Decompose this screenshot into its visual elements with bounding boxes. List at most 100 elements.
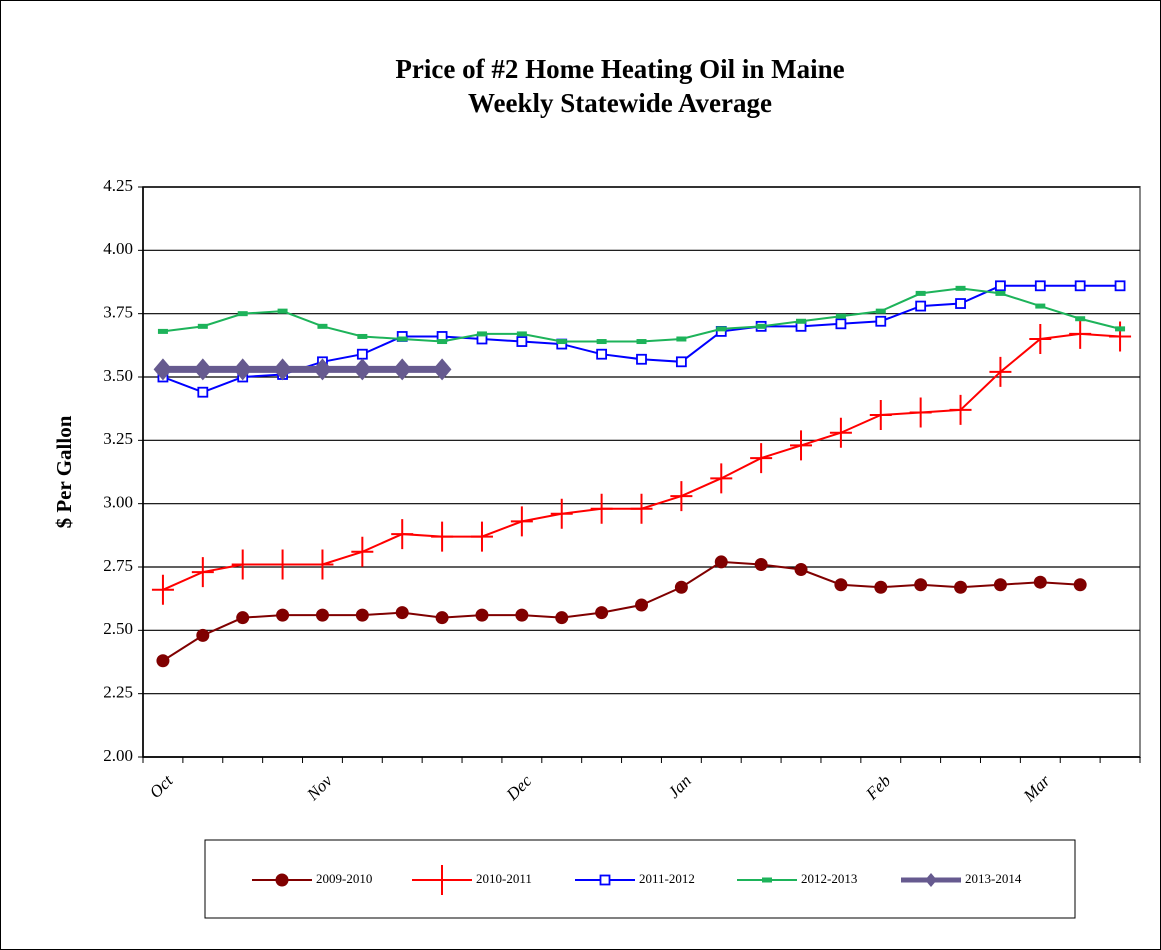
- marker: [875, 315, 887, 327]
- marker: [835, 318, 847, 330]
- marker: [995, 290, 1006, 296]
- marker: [710, 463, 733, 494]
- marker: [317, 323, 328, 329]
- marker: [955, 285, 966, 291]
- marker: [431, 865, 453, 895]
- marker: [756, 323, 767, 329]
- marker: [954, 580, 968, 594]
- marker: [754, 557, 768, 571]
- marker: [590, 493, 613, 524]
- marker: [1069, 318, 1092, 349]
- y-tick-label: 3.00: [103, 493, 133, 512]
- series-line: [162, 560, 1081, 662]
- y-tick-label: 2.00: [103, 746, 133, 765]
- marker: [714, 555, 728, 569]
- legend-label: 2009-2010: [316, 871, 372, 886]
- marker: [431, 521, 454, 552]
- marker: [989, 356, 1012, 387]
- marker: [875, 308, 886, 314]
- marker: [636, 353, 647, 365]
- marker: [1073, 578, 1087, 592]
- marker: [599, 874, 611, 886]
- marker: [835, 313, 846, 319]
- marker: [432, 358, 452, 381]
- marker: [636, 339, 647, 345]
- marker: [231, 549, 254, 580]
- marker: [676, 336, 687, 342]
- marker: [157, 328, 168, 334]
- y-tick-label: 3.50: [103, 366, 133, 385]
- marker: [1029, 324, 1052, 354]
- marker: [475, 608, 489, 622]
- marker: [1115, 326, 1126, 332]
- marker: [196, 628, 210, 642]
- marker: [555, 611, 569, 625]
- marker: [914, 578, 928, 592]
- marker: [470, 521, 493, 552]
- marker: [355, 608, 369, 622]
- marker: [191, 557, 214, 588]
- marker: [510, 506, 533, 537]
- marker: [1035, 303, 1046, 309]
- legend-label: 2011-2012: [639, 871, 695, 886]
- marker: [909, 397, 932, 428]
- marker: [596, 348, 608, 360]
- marker: [435, 611, 449, 625]
- y-tick-label: 2.50: [103, 619, 133, 638]
- y-axis-title: $ Per Gallon: [52, 415, 76, 528]
- marker: [197, 386, 209, 398]
- marker: [193, 358, 213, 381]
- marker: [397, 336, 408, 342]
- y-tick-label: 4.25: [103, 176, 133, 195]
- marker: [635, 598, 648, 612]
- marker: [151, 574, 174, 605]
- marker: [233, 358, 253, 381]
- marker: [515, 608, 529, 622]
- marker: [476, 331, 487, 337]
- marker: [237, 311, 248, 317]
- marker: [995, 280, 1006, 292]
- y-tick-label: 2.75: [103, 556, 133, 575]
- marker: [670, 481, 693, 512]
- marker: [273, 358, 292, 381]
- marker: [750, 443, 773, 474]
- marker: [716, 326, 727, 332]
- marker: [392, 358, 412, 381]
- marker: [236, 611, 250, 625]
- marker: [357, 333, 368, 339]
- marker: [275, 873, 289, 887]
- legend-label: 2013-2014: [965, 871, 1022, 886]
- marker: [153, 358, 173, 381]
- marker: [595, 606, 609, 620]
- marker: [834, 578, 848, 592]
- marker: [790, 430, 813, 461]
- marker: [395, 606, 409, 620]
- marker: [351, 536, 374, 567]
- marker: [516, 336, 528, 347]
- marker: [271, 549, 294, 580]
- chart-subtitle: Weekly Statewide Average: [468, 88, 772, 118]
- marker: [391, 519, 414, 550]
- marker: [925, 873, 937, 887]
- y-tick-label: 3.25: [103, 429, 133, 448]
- marker: [437, 339, 448, 345]
- marker: [277, 308, 288, 314]
- y-tick-label: 3.75: [103, 303, 133, 322]
- marker: [915, 290, 926, 296]
- marker: [869, 400, 892, 430]
- marker: [1074, 280, 1086, 292]
- marker: [874, 580, 888, 594]
- marker: [630, 493, 653, 524]
- marker: [311, 549, 334, 580]
- marker: [276, 608, 290, 622]
- marker: [762, 877, 772, 883]
- marker: [915, 300, 927, 312]
- marker: [596, 339, 607, 345]
- marker: [1034, 280, 1046, 292]
- marker: [356, 348, 368, 360]
- marker: [1033, 575, 1047, 589]
- y-tick-label: 4.00: [103, 239, 133, 258]
- marker: [796, 318, 807, 324]
